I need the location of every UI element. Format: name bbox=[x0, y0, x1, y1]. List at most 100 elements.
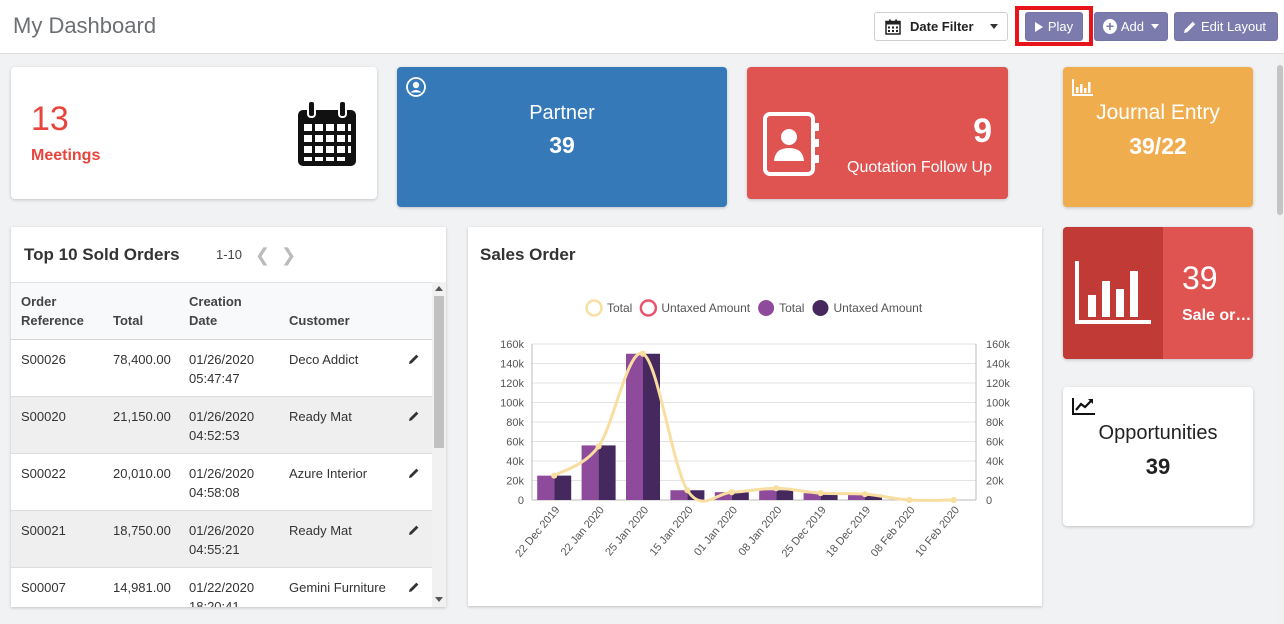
y-tick-label-right: 140k bbox=[986, 359, 1010, 371]
meetings-count: 13 bbox=[31, 100, 69, 138]
top-orders-panel: Top 10 Sold Orders 1-10 ❮ ❯ Order Referen… bbox=[11, 227, 446, 607]
column-header-total[interactable]: Total bbox=[113, 313, 144, 328]
chart-point bbox=[640, 350, 646, 357]
table-row[interactable]: S00022 20,010.00 01/26/2020 04:58:08 Azur… bbox=[11, 454, 432, 511]
partner-tile[interactable]: Partner 39 bbox=[397, 67, 727, 207]
chevron-left-icon[interactable]: ❮ bbox=[255, 245, 271, 265]
pencil-icon[interactable] bbox=[408, 410, 420, 422]
column-header-creation-date[interactable]: Creation Date bbox=[189, 294, 242, 328]
page-scrollbar[interactable] bbox=[1276, 55, 1284, 624]
x-tick-label: 25 Dec 2019 bbox=[780, 504, 829, 560]
table-header: Order Reference Total Creation Date Custom… bbox=[11, 282, 432, 340]
table-scrollbar[interactable] bbox=[432, 282, 446, 607]
y-tick-label-right: 120k bbox=[986, 378, 1010, 390]
legend-label: Untaxed Amount bbox=[833, 301, 922, 315]
date-filter-label: Date Filter bbox=[910, 19, 974, 34]
y-tick-label-left: 0 bbox=[518, 495, 524, 507]
bar-chart-icon bbox=[1075, 261, 1151, 324]
legend-label: Untaxed Amount bbox=[661, 301, 750, 315]
page-scrollbar-thumb[interactable] bbox=[1277, 65, 1283, 215]
y-tick-label-left: 140k bbox=[500, 359, 524, 371]
x-tick-label: 25 Jan 2020 bbox=[603, 504, 651, 558]
chart-point bbox=[684, 487, 691, 494]
chart-bar bbox=[643, 353, 660, 500]
chart-bar bbox=[554, 475, 572, 500]
journal-entry-tile[interactable]: Journal Entry 39/22 bbox=[1063, 67, 1253, 207]
calendar-icon bbox=[298, 100, 356, 166]
y-tick-label-left: 160k bbox=[500, 339, 524, 351]
x-tick-label: 10 Feb 2020 bbox=[913, 504, 962, 559]
sale-orders-tile[interactable]: 39 Sale or… bbox=[1063, 227, 1253, 359]
y-tick-label-left: 80k bbox=[506, 417, 524, 429]
pencil-icon[interactable] bbox=[408, 524, 420, 536]
top-bar: My Dashboard Date Filter Play + Add Edit… bbox=[0, 0, 1284, 54]
opportunities-count: 39 bbox=[1145, 454, 1171, 479]
play-icon bbox=[1034, 21, 1043, 32]
opportunities-label: Opportunities bbox=[1098, 422, 1218, 444]
chevron-down-icon bbox=[1151, 24, 1159, 29]
quotation-tile[interactable]: 9 Quotation Follow Up bbox=[747, 67, 1008, 199]
y-tick-label-left: 60k bbox=[506, 437, 524, 449]
opportunities-tile[interactable]: Opportunities 39 bbox=[1063, 387, 1253, 526]
x-tick-label: 08 Feb 2020 bbox=[869, 504, 918, 559]
user-circle-icon bbox=[406, 77, 426, 97]
chart-bar bbox=[848, 494, 865, 500]
play-button[interactable]: Play bbox=[1025, 12, 1083, 41]
chart-bar bbox=[776, 490, 794, 500]
chart-point bbox=[595, 443, 602, 450]
date-filter-button[interactable]: Date Filter bbox=[874, 12, 1008, 41]
chart-point bbox=[906, 497, 913, 503]
chevron-right-icon[interactable]: ❯ bbox=[281, 245, 297, 265]
column-header-order-reference[interactable]: Order Reference bbox=[21, 294, 84, 328]
sale-orders-icon-area bbox=[1063, 227, 1163, 359]
add-button[interactable]: + Add bbox=[1094, 12, 1168, 41]
bar-chart-icon bbox=[1072, 79, 1093, 96]
pager-range: 1-10 bbox=[216, 247, 243, 262]
table-row[interactable]: S00020 21,150.00 01/26/2020 04:52:53 Read… bbox=[11, 397, 432, 454]
scroll-down-icon[interactable] bbox=[435, 597, 443, 602]
chart-point bbox=[862, 491, 868, 498]
journal-entry-label: Journal Entry bbox=[1096, 101, 1220, 124]
chart-point bbox=[728, 489, 735, 496]
top-orders-title: Top 10 Sold Orders bbox=[24, 245, 180, 264]
pencil-icon[interactable] bbox=[408, 353, 420, 365]
pencil-icon[interactable] bbox=[408, 581, 420, 593]
chart-bar bbox=[537, 475, 555, 500]
chart-bar bbox=[670, 490, 688, 500]
journal-entry-value: 39/22 bbox=[1129, 133, 1187, 159]
legend-swatch bbox=[758, 300, 775, 316]
legend-swatch bbox=[585, 299, 603, 317]
y-tick-label-right: 160k bbox=[986, 339, 1010, 351]
y-tick-label-right: 60k bbox=[986, 437, 1004, 449]
y-tick-label-left: 40k bbox=[506, 456, 524, 468]
add-label: Add bbox=[1120, 19, 1144, 34]
pencil-icon[interactable] bbox=[408, 467, 420, 479]
table-row[interactable]: S00007 14,981.00 01/22/2020 18:20:41 Gemi… bbox=[11, 568, 432, 607]
x-tick-label: 22 Jan 2020 bbox=[559, 504, 607, 558]
chart-bar bbox=[865, 494, 882, 500]
y-tick-label-right: 0 bbox=[986, 495, 992, 507]
line-chart-icon bbox=[1072, 398, 1095, 415]
calendar-icon bbox=[885, 19, 901, 35]
meetings-tile[interactable]: 13 Meetings bbox=[11, 67, 377, 199]
y-tick-label-right: 40k bbox=[986, 456, 1004, 468]
page-title: My Dashboard bbox=[13, 13, 157, 38]
sale-orders-count: 39 bbox=[1182, 260, 1218, 296]
scrollbar-thumb[interactable] bbox=[434, 296, 444, 448]
meetings-label: Meetings bbox=[31, 147, 101, 164]
sale-orders-label: Sale or… bbox=[1182, 307, 1252, 324]
legend-swatch bbox=[812, 300, 829, 316]
column-header-customer[interactable]: Customer bbox=[289, 313, 350, 328]
chart-bar bbox=[598, 445, 616, 500]
edit-layout-button[interactable]: Edit Layout bbox=[1174, 12, 1278, 41]
table-row[interactable]: S00021 18,750.00 01/26/2020 04:55:21 Read… bbox=[11, 511, 432, 568]
y-tick-label-right: 20k bbox=[986, 476, 1004, 488]
partner-count: 39 bbox=[549, 132, 575, 158]
chevron-down-icon bbox=[990, 24, 998, 29]
y-tick-label-right: 80k bbox=[986, 417, 1004, 429]
chart-bar bbox=[687, 490, 705, 500]
play-label: Play bbox=[1047, 19, 1074, 34]
chart-bar bbox=[803, 493, 821, 500]
scroll-up-icon[interactable] bbox=[435, 286, 443, 291]
table-row[interactable]: S00026 78,400.00 01/26/2020 05:47:47 Deco… bbox=[11, 340, 432, 397]
